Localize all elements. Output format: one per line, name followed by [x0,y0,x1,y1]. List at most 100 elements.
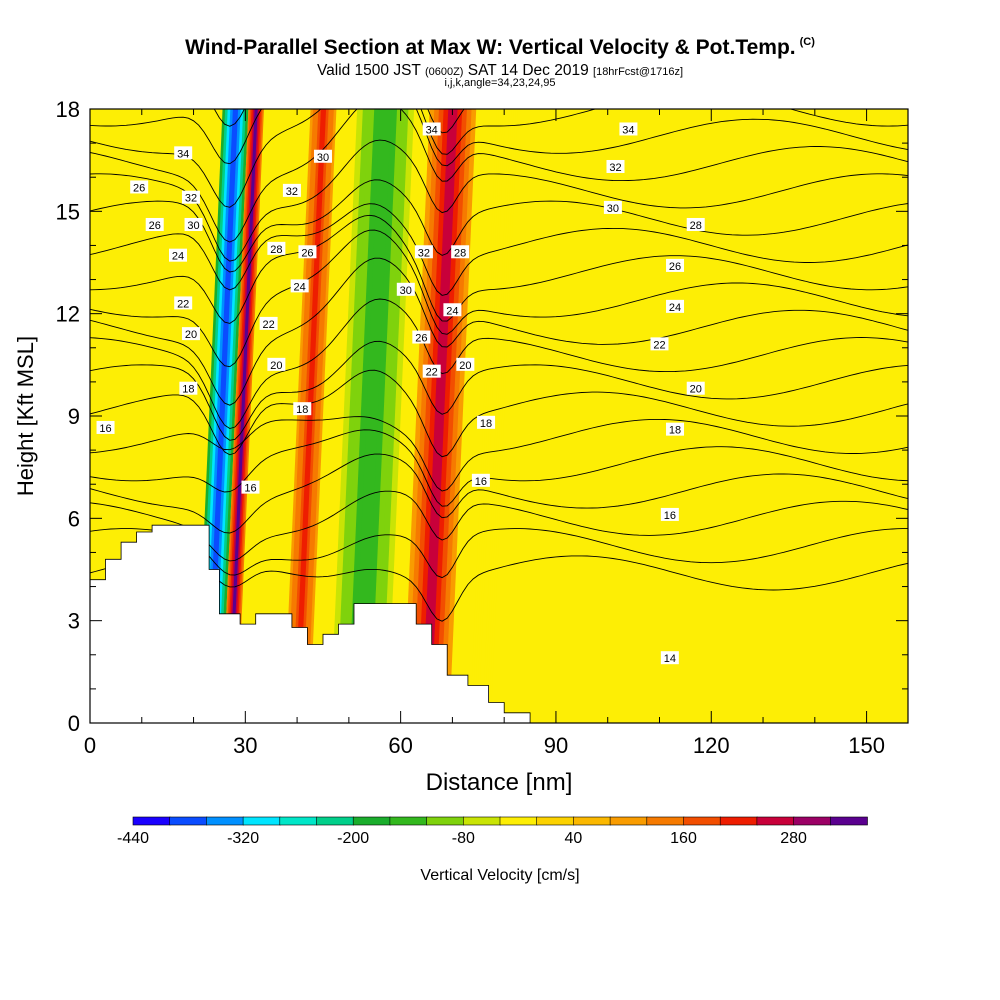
valid-date: SAT 14 Dec 2019 [467,62,589,79]
contour-label-20: 20 [267,357,286,372]
contour-label-24: 24 [666,299,685,314]
isentrope-7 [90,340,908,441]
colorbar-swatch [206,816,244,826]
x-tick-label: 60 [388,733,412,758]
contour-label-26: 26 [130,180,149,194]
contour-label-text: 16 [664,510,676,522]
contour-label-text: 16 [475,476,487,488]
contour-label-box [451,245,470,259]
contour-label-box [145,217,164,231]
contour-label-14: 14 [660,651,679,665]
contour-label-28: 28 [451,245,470,259]
colorbar-swatch [793,816,832,826]
contour-label-box [660,507,679,521]
contour-label-24: 24 [443,303,462,317]
contour-label-box [422,364,441,378]
contour-label-box [666,258,685,272]
contour-label-box [603,200,622,214]
contour-label-text: 30 [187,220,199,232]
contour-label-box [181,190,200,204]
colorbar-tick-label: -200 [337,830,369,847]
contour-label-box [96,420,115,434]
contour-label-box [477,415,496,429]
contour-label-box [174,296,193,310]
colorbar: -440 -320 -200 -80 40 160 280 Vertical Velocity… [117,816,868,884]
axes: 0 30 60 90 120 150 0 3 6 9 12 15 18 Distance [nm] Heig… [13,97,909,796]
contour-label-text: 20 [690,384,702,396]
contour-label-box [174,146,193,160]
colorbar-swatch [389,816,428,826]
isentrope-0 [90,555,908,622]
contour-label-18: 18 [293,402,312,416]
contour-label-20: 20 [686,381,705,396]
chart-title: Wind-Parallel Section at Max W: Vertical… [0,36,1000,60]
terrain [90,524,531,723]
contour-label-32: 32 [606,159,625,174]
colorbar-swatch [573,816,611,826]
x-tick-label: 150 [848,733,885,758]
contour-label-18: 18 [477,415,496,430]
contour-label-34: 34 [174,146,193,160]
colorbar-swatch [352,816,391,826]
valid-z: (0600Z) [424,66,464,78]
contour-label-box [293,402,312,416]
contour-label-22: 22 [174,296,193,310]
contour-label-box [422,122,441,136]
contour-label-16: 16 [241,480,260,495]
contour-label-18: 18 [179,381,198,396]
colorbar-swatch [756,816,795,826]
contour-label-box [179,381,198,395]
contour-label-text: 18 [669,425,681,437]
y-tick-label: 12 [56,302,80,327]
colorbar-tick-label: -320 [227,830,259,847]
copyright-mark: (C) [799,36,815,48]
contour-label-16: 16 [96,420,115,435]
x-tick-label: 120 [693,733,730,758]
contour-label-28: 28 [267,241,286,256]
contour-label-box [313,149,332,163]
contour-label-text: 30 [400,285,412,297]
contour-label-28: 28 [686,217,705,232]
contour-label-text: 18 [296,404,308,416]
contour-label-text: 18 [480,418,492,430]
isentrope-18 [213,109,465,134]
colorbar-swatch [242,816,281,826]
contour-label-text: 20 [270,360,282,372]
contour-label-box [414,245,433,259]
contour-label-box [650,337,669,351]
contour-label-box [282,183,301,197]
isentrope-12 [90,203,908,296]
colorbar-swatch [499,816,538,826]
contour-label-box [130,180,149,194]
contour-label-text: 16 [99,423,111,435]
contour-label-34: 34 [619,122,638,136]
contour-label-box [666,422,685,436]
contour-label-34: 34 [422,122,441,136]
contour-label-26: 26 [412,330,431,345]
contour-label-16: 16 [471,473,490,488]
contour-label-box [267,357,286,371]
contour-label-text: 18 [182,384,194,396]
contour-label-text: 32 [609,162,621,174]
contour-label-box [241,480,260,494]
contour-label-box [443,303,462,317]
colorbar-swatch [132,816,171,826]
contour-label-box [412,330,431,344]
colorbar-tick-label: -440 [117,830,149,847]
isentrope-4 [90,429,908,507]
isentrope-17 [90,109,908,165]
contour-label-18: 18 [666,422,685,437]
contour-label-30: 30 [184,217,203,232]
isentrope-16 [90,109,908,208]
y-tick-label: 18 [56,97,80,122]
contour-label-text: 26 [415,333,427,345]
contour-labels: 16 26 26 34 32 30 24 22 20 18 16 28 32 30 26 24 22 20 18 34… [96,122,705,665]
contour-label-text: 20 [185,329,197,341]
colorbar-swatch [609,816,648,826]
contour-label-26: 26 [666,258,685,273]
contour-label-text: 24 [446,305,458,317]
contour-label-text: 20 [459,360,471,372]
contour-label-22: 22 [422,364,441,379]
y-tick-label: 9 [68,404,80,429]
contour-label-text: 24 [669,302,681,314]
